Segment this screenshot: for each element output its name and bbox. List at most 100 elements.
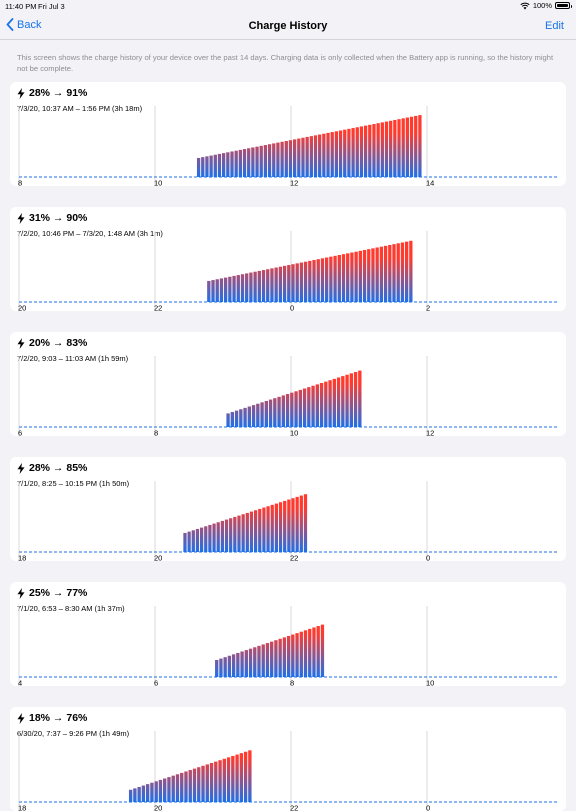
charge-bar <box>337 377 340 427</box>
charge-bar <box>363 250 366 302</box>
charge-bar <box>402 118 405 177</box>
status-bar: 11:40 PM Fri Jul 3 100% <box>0 0 576 12</box>
charge-bar <box>405 242 408 302</box>
charge-bar <box>192 530 195 552</box>
charge-bar <box>371 248 374 302</box>
charge-bar <box>255 147 258 177</box>
x-tick-label: 12 <box>426 429 434 437</box>
status-indicators: 100% <box>520 1 570 10</box>
charge-bar <box>235 755 238 802</box>
charge-bar <box>240 652 243 677</box>
charge-bar <box>236 653 239 677</box>
charge-bar <box>159 780 162 802</box>
x-tick-label: 8 <box>290 679 294 687</box>
charge-bar <box>210 763 213 802</box>
charge-bar <box>283 637 286 677</box>
charge-bar <box>204 526 207 552</box>
charge-bar <box>231 756 234 802</box>
charge-bar <box>253 647 256 677</box>
charge-bar <box>200 528 203 552</box>
charge-bar <box>242 514 245 552</box>
charge-bar <box>249 273 252 302</box>
navigation-bar: Back Charge History Edit <box>0 12 576 40</box>
charge-session-card[interactable]: 20% → 83%7/2/20, 9:03 – 11:03 AM (1h 59m… <box>10 332 566 436</box>
charge-bar <box>286 394 289 427</box>
charge-bar <box>312 627 315 677</box>
battery-icon <box>555 2 570 9</box>
x-tick-label: 20 <box>154 804 162 811</box>
charge-session-card[interactable]: 25% → 77%7/1/20, 6:53 – 8:30 AM (1h 37m)… <box>10 582 566 686</box>
charge-bar <box>248 406 251 427</box>
charge-bar <box>347 129 350 177</box>
charge-bar <box>274 640 277 677</box>
charge-bar <box>224 278 227 302</box>
charge-bar <box>380 247 383 302</box>
charge-bar <box>180 773 183 802</box>
charge-bar <box>342 254 345 302</box>
charge-session-card[interactable]: 18% → 76%6/30/20, 7:37 – 9:26 PM (1h 49m… <box>10 707 566 811</box>
charge-bar <box>367 249 370 302</box>
charge-bar <box>189 770 192 802</box>
charge-bar <box>268 144 271 177</box>
charge-bar <box>233 517 236 552</box>
charge-bar <box>232 276 235 302</box>
charge-bar <box>226 413 229 427</box>
charge-bar <box>137 787 140 802</box>
charge-bar <box>273 398 276 427</box>
charge-bar <box>356 127 359 177</box>
charge-bar <box>232 654 235 677</box>
charge-bar <box>304 494 307 552</box>
charge-bar <box>221 521 224 552</box>
x-tick-label: 6 <box>154 679 158 687</box>
charge-bar <box>176 774 179 802</box>
charge-bar <box>248 750 251 802</box>
charge-bar <box>320 383 323 427</box>
charge-bar <box>326 133 329 177</box>
charge-bar <box>262 508 265 552</box>
charge-bar <box>279 267 282 302</box>
charge-bar <box>321 625 324 677</box>
wifi-icon <box>520 2 530 10</box>
charge-bar <box>304 630 307 677</box>
charge-bar <box>271 505 274 552</box>
charge-bar <box>287 500 290 552</box>
charge-bar <box>388 245 391 302</box>
charge-bar <box>167 777 170 802</box>
charge-bar <box>217 522 220 552</box>
charge-bar <box>283 266 286 302</box>
charge-bar <box>324 382 327 427</box>
charge-bar <box>290 393 293 427</box>
charge-bar <box>237 275 240 302</box>
charge-bar <box>265 401 268 427</box>
charge-session-card[interactable]: 31% → 90%7/2/20, 10:46 PM – 7/3/20, 1:48… <box>10 207 566 311</box>
charge-bar <box>333 379 336 427</box>
charge-bar <box>291 264 294 302</box>
charge-bar <box>244 752 247 802</box>
charge-bar <box>206 764 209 802</box>
charge-bar <box>410 117 413 177</box>
x-tick-label: 0 <box>426 554 430 562</box>
charge-bar <box>322 134 325 177</box>
charge-bar <box>310 136 313 177</box>
charge-bar <box>193 769 196 802</box>
charge-session-card[interactable]: 28% → 91%7/3/20, 10:37 AM – 1:56 PM (3h … <box>10 82 566 186</box>
x-tick-label: 22 <box>290 804 298 811</box>
charge-bar <box>346 253 349 302</box>
charge-bar <box>307 387 310 427</box>
charge-bar <box>207 281 210 302</box>
charge-bar <box>226 152 229 177</box>
charge-bar <box>276 143 279 177</box>
charge-bar <box>239 409 242 427</box>
charge-bar <box>280 142 283 177</box>
charge-bar <box>253 272 256 302</box>
charge-bar <box>245 273 248 302</box>
charge-bar <box>223 759 226 802</box>
charge-bar <box>297 139 300 177</box>
edit-button[interactable]: Edit <box>545 20 564 32</box>
x-tick-label: 22 <box>290 554 298 562</box>
charge-bar <box>341 376 344 427</box>
charge-bar <box>314 135 317 177</box>
charge-bar <box>339 130 342 177</box>
charge-bar <box>272 143 275 177</box>
charge-session-card[interactable]: 28% → 85%7/1/20, 8:25 – 10:15 PM (1h 50m… <box>10 457 566 561</box>
